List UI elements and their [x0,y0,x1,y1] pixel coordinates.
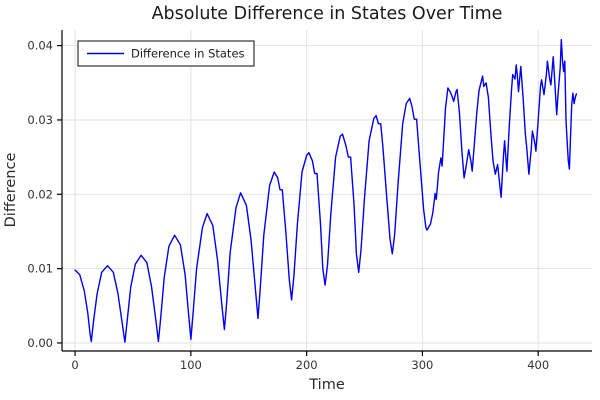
gridlines [62,30,592,351]
y-tick-label: 0.01 [27,262,53,276]
y-tick-label: 0.00 [27,336,53,350]
x-tick-label: 400 [527,358,549,372]
x-tick-label: 100 [180,358,202,372]
y-tick-label: 0.03 [27,113,53,127]
legend-entry-label: Difference in States [131,47,245,61]
x-axis-label: Time [308,377,345,393]
x-tick-label: 0 [71,358,78,372]
y-tick-label: 0.04 [27,39,53,53]
x-tick-label: 300 [411,358,433,372]
tick-labels: 0 100 200 300 400 0.00 0.01 0.02 0.03 0.04 [27,39,549,372]
series-line [74,39,578,343]
x-tick-label: 200 [296,358,318,372]
legend: Difference in States [77,40,255,67]
y-axis-label: Difference [3,153,19,228]
y-tick-label: 0.02 [27,187,53,201]
axis-ticks [57,45,539,356]
chart-title: Absolute Difference in States Over Time [152,4,503,24]
